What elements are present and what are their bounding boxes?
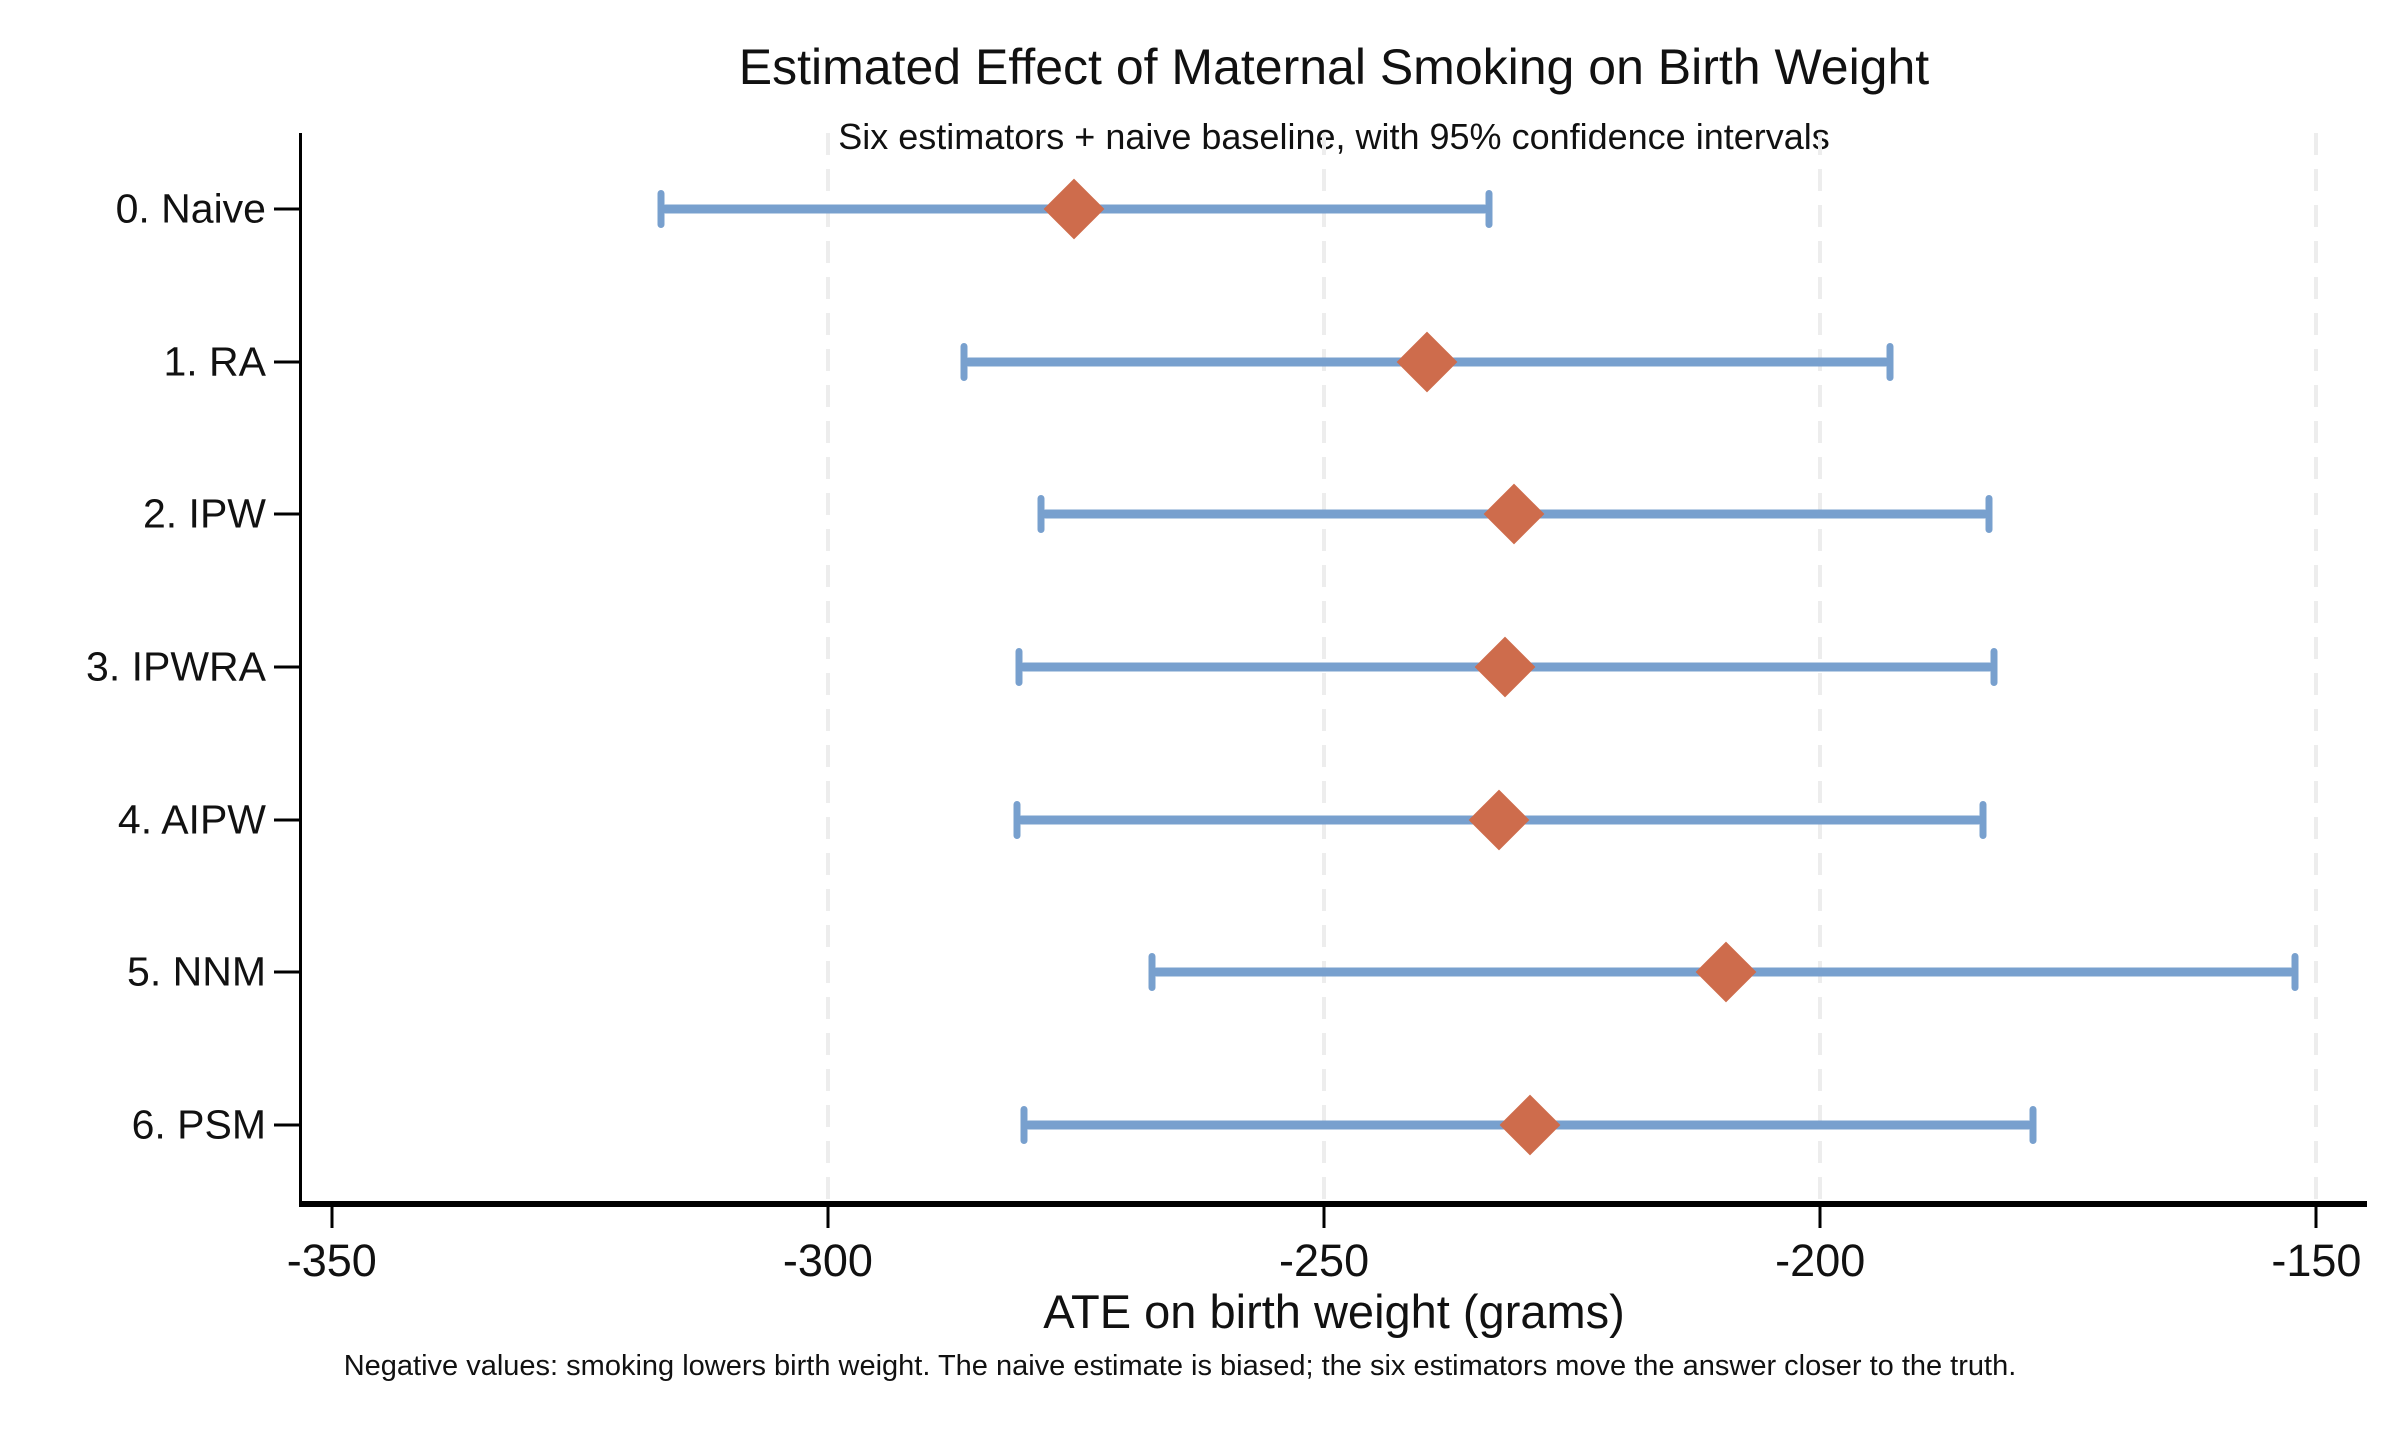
estimate-diamond-marker (1043, 178, 1105, 240)
x-axis-line (299, 1201, 2367, 1207)
ci-cap-right (2029, 1105, 2037, 1144)
ci-cap-right (1886, 342, 1894, 381)
x-tick-label: -300 (782, 1235, 873, 1286)
x-tick (1818, 1207, 1822, 1228)
y-axis-category-label: 1. RA (163, 338, 266, 385)
x-tick (1322, 1207, 1326, 1228)
estimate-diamond-marker (1474, 636, 1536, 698)
y-axis-category-label: 4. AIPW (117, 796, 266, 843)
ci-cap-right (2291, 953, 2299, 992)
y-tick (274, 665, 299, 669)
y-axis-category-label: 2. IPW (142, 490, 266, 537)
estimate-diamond-marker (1695, 941, 1757, 1003)
ci-cap-left (1013, 800, 1021, 839)
x-tick (2314, 1207, 2318, 1228)
x-tick-label: -150 (2271, 1235, 2362, 1286)
y-tick (274, 207, 299, 211)
y-tick (274, 360, 299, 364)
x-tick-label: -350 (286, 1235, 377, 1286)
y-axis-category-label: 5. NNM (127, 948, 266, 995)
y-tick (274, 970, 299, 974)
ci-cap-right (1485, 190, 1493, 229)
estimate-diamond-marker (1483, 484, 1544, 545)
ci-cap-left (657, 190, 665, 229)
ci-cap-right (1979, 800, 1987, 839)
estimate-diamond-marker (1468, 789, 1530, 850)
chart-title: Estimated Effect of Maternal Smoking on … (738, 39, 1930, 95)
chart-subtitle: Six estimators + naive baseline, with 95… (838, 116, 1830, 157)
plot-area: -350 -300 -250 -200 -150 0. Naive 1. RA 2. IPW 3… (86, 133, 2367, 1286)
ci-cap-left (1020, 1105, 1028, 1144)
estimate-diamond-marker (1396, 331, 1458, 393)
y-axis-category-label: 0. Naive (115, 185, 266, 232)
footnote: Negative values: smoking lowers birth we… (343, 1350, 2017, 1382)
ci-cap-left (1037, 495, 1045, 534)
ci-cap-left (960, 342, 968, 381)
y-tick (274, 818, 299, 822)
y-axis-category-label: 3. IPWRA (86, 643, 266, 690)
y-axis-line (299, 133, 302, 1204)
gridline (825, 133, 830, 1201)
ci-cap-left (1148, 953, 1156, 992)
x-tick (826, 1207, 830, 1228)
ci-cap-left (1015, 648, 1023, 686)
x-axis-label: ATE on birth weight (grams) (1043, 1285, 1625, 1338)
y-axis-category-label: 6. PSM (131, 1101, 266, 1148)
estimate-diamond-marker (1500, 1094, 1561, 1156)
x-tick-label: -250 (1279, 1235, 1370, 1286)
x-tick-label: -200 (1775, 1235, 1866, 1286)
ci-cap-right (1990, 648, 1998, 686)
x-tick (330, 1207, 334, 1228)
gridline (2314, 133, 2319, 1201)
y-tick (274, 512, 299, 516)
y-tick (274, 1123, 299, 1127)
ci-cap-right (1985, 495, 1993, 534)
